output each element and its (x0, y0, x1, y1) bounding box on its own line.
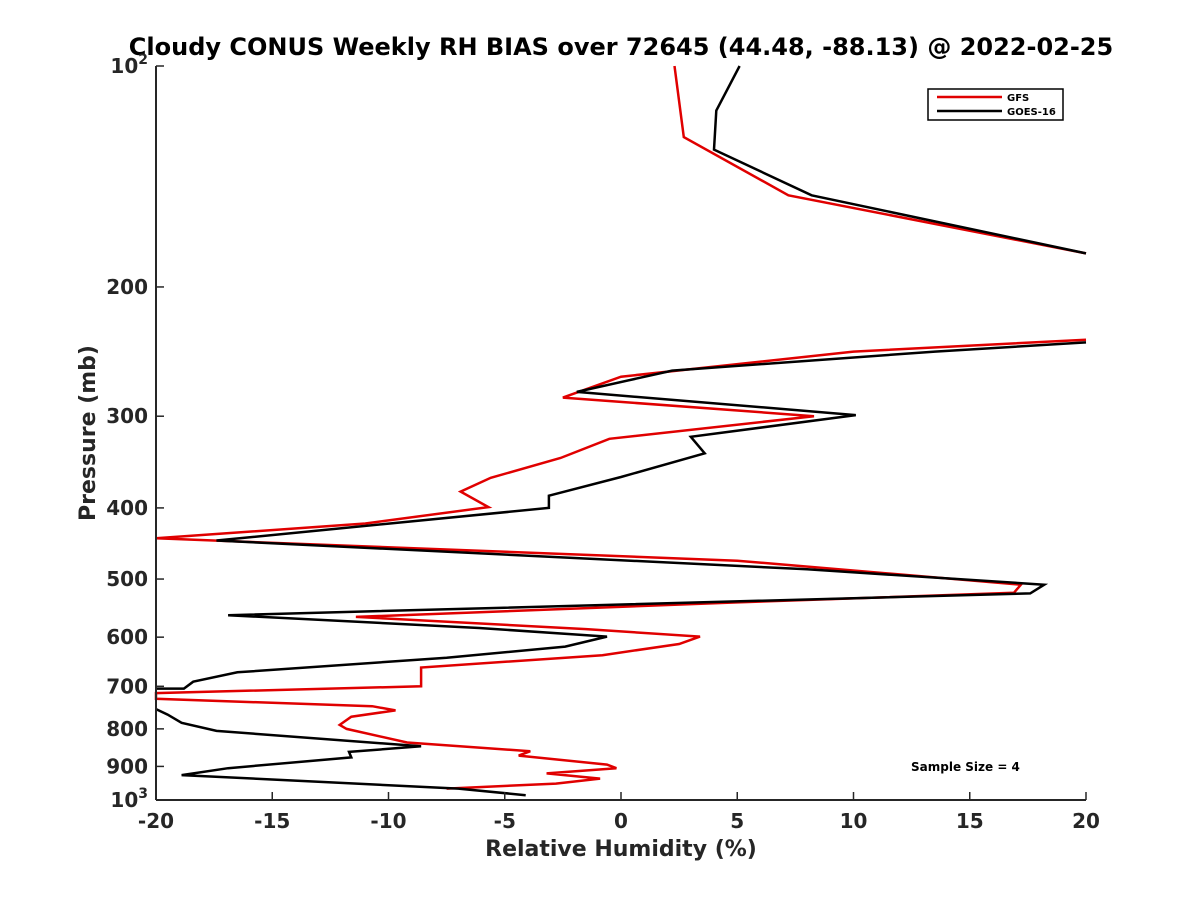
x-tick-label: -20 (138, 809, 174, 833)
y-tick-label: 102 (110, 52, 148, 78)
x-tick-label: -10 (370, 809, 406, 833)
chart-title: Cloudy CONUS Weekly RH BIAS over 72645 (… (129, 33, 1113, 61)
y-tick-label: 600 (106, 625, 148, 649)
y-tick-exponent: 3 (138, 786, 148, 802)
x-tick-label: -5 (494, 809, 516, 833)
y-tick-label: 800 (106, 717, 148, 741)
series-line-goes16-2 (155, 707, 526, 797)
series-line-goes16-1 (156, 341, 1087, 690)
x-tick-label: 0 (614, 809, 628, 833)
x-tick-label: -15 (254, 809, 290, 833)
series-line-gfs-1 (154, 338, 1087, 790)
y-tick-label: 103 (110, 786, 148, 812)
x-tick-label: 15 (956, 809, 984, 833)
y-tick-base: 10 (110, 54, 138, 78)
x-axis-label: Relative Humidity (%) (485, 837, 757, 862)
x-tick-label: 20 (1072, 809, 1100, 833)
y-tick-label: 900 (106, 754, 148, 778)
series-line-gfs-0 (673, 65, 1087, 255)
y-tick-exponent: 2 (138, 52, 148, 68)
sample-size-annotation: Sample Size = 4 (911, 760, 1020, 774)
legend-label-goes16: GOES-16 (1007, 107, 1056, 118)
series-line-goes16-0 (712, 65, 1087, 255)
y-tick-label: 500 (106, 567, 148, 591)
x-tick-label: 10 (840, 809, 868, 833)
x-tick-label: 5 (730, 809, 744, 833)
y-tick-label: 700 (106, 674, 148, 698)
y-tick-label: 300 (106, 404, 148, 428)
y-tick-base: 10 (110, 788, 138, 812)
y-tick-label: 400 (106, 496, 148, 520)
legend: GFS GOES-16 (927, 88, 1064, 121)
legend-label-gfs: GFS (1007, 93, 1029, 104)
x-ticks: -20 -15 -10 -5 0 5 10 15 20 (138, 792, 1100, 833)
series-layer (154, 65, 1087, 797)
y-tick-label: 200 (106, 275, 148, 299)
legend-box (927, 88, 1064, 121)
y-axis-label: Pressure (mb) (76, 345, 101, 521)
